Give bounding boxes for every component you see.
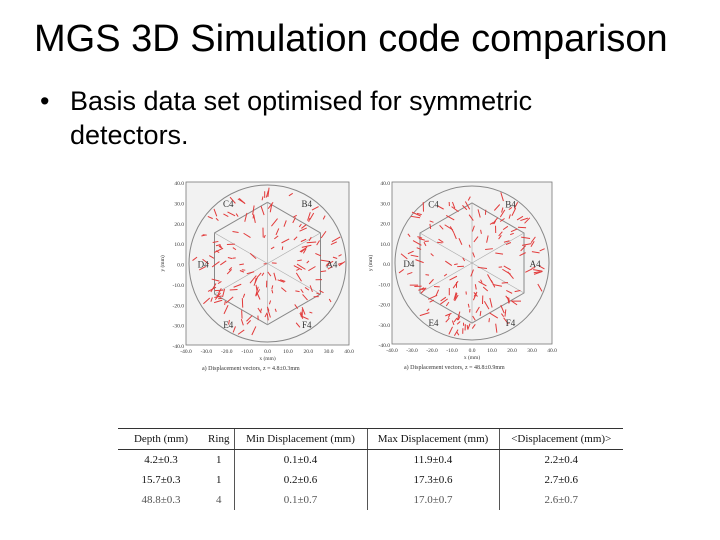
displacement-plot-right-svg: C4 B4 D4 A4 E4 F4 40.0 30.0 20.0 10.0 0.0 -10.0 -20.…	[368, 170, 568, 382]
x-tick-label: 40.0	[547, 348, 557, 354]
cell-ring: 1	[204, 450, 234, 471]
cell-ring: 1	[204, 470, 234, 490]
table-row: 15.7±0.3 1 0.2±0.6 17.3±0.6 2.7±0.6	[118, 470, 623, 490]
displacement-plot-right: C4 B4 D4 A4 E4 F4 40.0 30.0 20.0 10.0 0.0 -10.0 -20.…	[368, 170, 568, 382]
cell-min: 0.1±0.7	[234, 490, 367, 510]
y-tick-label: 20.0	[380, 222, 390, 228]
displacement-table: Depth (mm) Ring Min Displacement (mm) Ma…	[118, 428, 623, 510]
segment-label: B4	[505, 200, 516, 210]
x-tick-label: 30.0	[527, 348, 537, 354]
x-tick-label: -10.0	[446, 348, 458, 354]
y-tick-label: 0.0	[383, 262, 390, 268]
x-tick-label: -40.0	[180, 349, 192, 355]
y-tick-label: -20.0	[173, 303, 185, 309]
y-tick-label: 40.0	[380, 181, 390, 187]
x-tick-label: 0.0	[264, 349, 271, 355]
y-axis-label: y (mm)	[368, 255, 374, 272]
displacement-plot-left-svg: C4 B4 D4 A4 E4 F4 40.0 30.0 20.0 10.0 0.0 -10.0 -20.…	[160, 172, 365, 382]
y-tick-label: 30.0	[174, 201, 184, 207]
segment-label: D4	[403, 259, 414, 269]
y-tick-label: -10.0	[379, 282, 391, 288]
header-depth: Depth (mm)	[118, 429, 204, 450]
header-mean-displacement: <Displacement (mm)>	[499, 429, 623, 450]
segment-label: B4	[301, 199, 312, 209]
y-tick-label: -30.0	[173, 324, 185, 330]
segment-label: E4	[429, 318, 439, 328]
segment-label: D4	[198, 260, 209, 270]
y-tick-label: -20.0	[379, 303, 391, 309]
cell-depth: 48.8±0.3	[118, 490, 204, 510]
bullet-marker: •	[40, 84, 49, 118]
displacement-vector	[454, 264, 457, 265]
cell-ring: 4	[204, 490, 234, 510]
cell-max: 11.9±0.4	[367, 450, 499, 471]
x-tick-label: 30.0	[324, 349, 334, 355]
y-tick-label: 30.0	[380, 201, 390, 207]
y-tick-label: 40.0	[174, 181, 184, 187]
x-tick-label: -20.0	[221, 349, 233, 355]
segment-label: A4	[326, 260, 337, 270]
displacement-vector	[225, 301, 226, 305]
x-tick-label: 20.0	[303, 349, 313, 355]
x-tick-label: 0.0	[469, 348, 476, 354]
x-tick-label: 40.0	[344, 349, 354, 355]
bullet-text: Basis data set optimised for symmetric d…	[70, 84, 630, 152]
cell-depth: 4.2±0.3	[118, 450, 204, 471]
figure-caption: a) Displacement vectors, z = 4.8±0.3mm	[202, 365, 300, 372]
segment-label: C4	[428, 200, 439, 210]
cell-depth: 15.7±0.3	[118, 470, 204, 490]
header-min-displacement: Min Displacement (mm)	[234, 429, 367, 450]
cell-max: 17.3±0.6	[367, 470, 499, 490]
cell-min: 0.2±0.6	[234, 470, 367, 490]
header-max-displacement: Max Displacement (mm)	[367, 429, 499, 450]
displacement-vector	[239, 264, 244, 265]
displacement-vector	[295, 291, 299, 292]
table-row: 48.8±0.3 4 0.1±0.7 17.0±0.7 2.6±0.7	[118, 490, 623, 510]
cell-max: 17.0±0.7	[367, 490, 499, 510]
displacement-vector	[437, 242, 442, 243]
displacement-vector	[215, 290, 223, 291]
x-tick-label: 10.0	[487, 348, 497, 354]
x-tick-label: -30.0	[201, 349, 213, 355]
y-axis-label: y (mm)	[160, 255, 166, 272]
cell-mean: 2.6±0.7	[499, 490, 623, 510]
displacement-vector	[282, 246, 283, 249]
cell-mean: 2.2±0.4	[499, 450, 623, 471]
x-tick-label: 20.0	[507, 348, 517, 354]
header-ring: Ring	[204, 429, 234, 450]
x-tick-label: -10.0	[241, 349, 253, 355]
cell-mean: 2.7±0.6	[499, 470, 623, 490]
table-row: 4.2±0.3 1 0.1±0.4 11.9±0.4 2.2±0.4	[118, 450, 623, 471]
segment-label: A4	[530, 259, 541, 269]
segment-label: C4	[223, 199, 234, 209]
displacement-vector	[480, 311, 481, 316]
x-axis-label: x (mm)	[259, 355, 276, 362]
y-tick-label: -30.0	[379, 323, 391, 329]
displacement-plot-left: C4 B4 D4 A4 E4 F4 40.0 30.0 20.0 10.0 0.0 -10.0 -20.…	[160, 172, 365, 382]
x-tick-label: -20.0	[426, 348, 438, 354]
y-tick-label: 0.0	[177, 263, 184, 269]
displacement-vector	[230, 289, 238, 290]
x-tick-label: -30.0	[406, 348, 418, 354]
y-tick-label: -10.0	[173, 283, 185, 289]
figure-caption: a) Displacement vectors, z = 48.8±0.9mm	[404, 364, 505, 371]
segment-label: F4	[302, 320, 312, 330]
y-tick-label: 20.0	[174, 222, 184, 228]
segment-label: F4	[506, 318, 516, 328]
cell-min: 0.1±0.4	[234, 450, 367, 471]
displacement-vector	[489, 318, 490, 322]
y-tick-label: 10.0	[174, 242, 184, 248]
segment-label: E4	[223, 320, 233, 330]
x-tick-label: -40.0	[386, 348, 398, 354]
y-tick-label: 10.0	[380, 242, 390, 248]
x-axis-label: x (mm)	[464, 354, 481, 361]
table-header-row: Depth (mm) Ring Min Displacement (mm) Ma…	[118, 429, 623, 450]
displacement-vector	[502, 283, 508, 284]
displacement-vector	[321, 271, 326, 272]
x-tick-label: 10.0	[283, 349, 293, 355]
slide-title: MGS 3D Simulation code comparison	[34, 14, 714, 64]
